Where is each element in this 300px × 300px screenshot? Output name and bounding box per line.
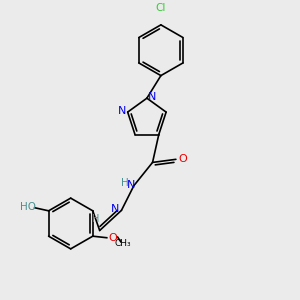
Text: N: N (148, 92, 157, 102)
Text: N: N (110, 204, 119, 214)
Text: Cl: Cl (156, 3, 166, 13)
Text: O: O (178, 154, 187, 164)
Text: HO: HO (20, 202, 36, 212)
Text: N: N (118, 106, 126, 116)
Text: CH₃: CH₃ (115, 239, 132, 248)
Text: H: H (92, 214, 100, 224)
Text: N: N (127, 180, 136, 190)
Text: H: H (121, 178, 129, 188)
Text: O: O (109, 233, 117, 243)
